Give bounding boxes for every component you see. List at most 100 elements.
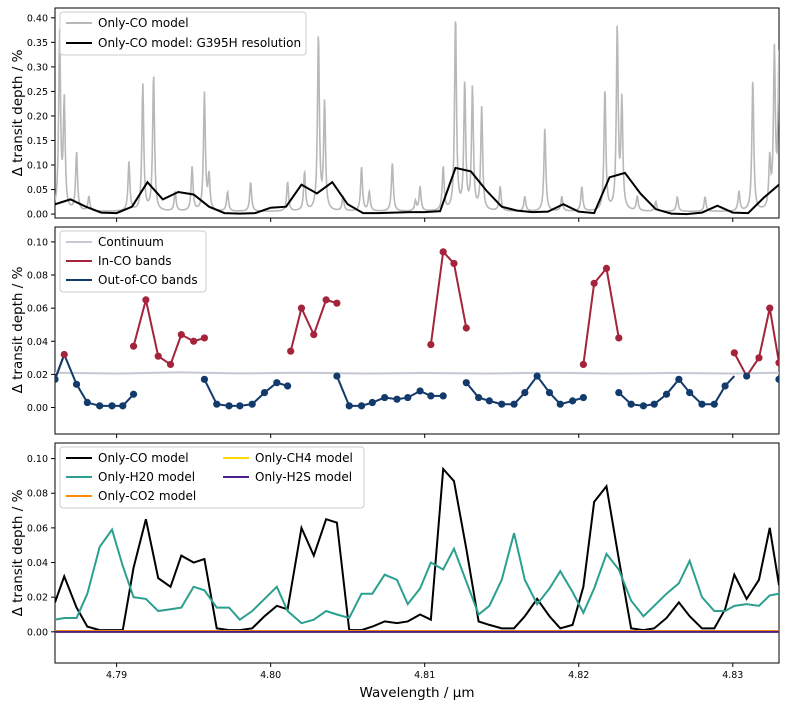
point-in-co-bands bbox=[766, 304, 774, 312]
point-out-of-co-bands bbox=[345, 402, 353, 410]
point-out-of-co-bands bbox=[462, 379, 470, 387]
panel-top-only-co: 0.00 0.05 0.10 0.15 0.20 0.25 0.30 0.35 0.40 Δ t… bbox=[10, 7, 780, 222]
panel-bottom-frame bbox=[54, 442, 780, 664]
point-in-co-bands bbox=[177, 331, 185, 339]
point-in-co-bands bbox=[287, 347, 295, 355]
point-out-of-co-bands bbox=[675, 375, 683, 383]
ytick-label: 0.08 bbox=[27, 271, 48, 282]
point-out-of-co-bands bbox=[698, 400, 706, 408]
point-out-of-co-bands bbox=[284, 382, 292, 390]
ytick-label: 0.35 bbox=[27, 38, 48, 49]
legend-label-out-co: Out-of-CO bands bbox=[98, 273, 198, 287]
legend-label-continuum: Continuum bbox=[98, 235, 164, 249]
point-out-of-co-bands bbox=[533, 372, 541, 380]
xtick-label: 4.80 bbox=[260, 670, 281, 681]
point-out-of-co-bands bbox=[686, 389, 694, 397]
point-out-of-co-bands bbox=[213, 400, 221, 408]
point-out-of-co-bands bbox=[393, 395, 401, 403]
point-out-of-co-bands bbox=[710, 400, 718, 408]
point-out-of-co-bands bbox=[55, 375, 59, 383]
series-line-continuum bbox=[55, 371, 779, 375]
panel-top-frame bbox=[54, 7, 780, 219]
panel-middle-bands: 0.00 0.02 0.04 0.06 0.08 0.10 Δ transit depth… bbox=[10, 226, 780, 438]
ytick-label: 0.00 bbox=[27, 627, 48, 638]
legend-label-only-h2s: Only-H2S model bbox=[255, 470, 352, 484]
legend-label-only-co-g395h: Only-CO model: G395H resolution bbox=[98, 36, 301, 50]
point-out-of-co-bands bbox=[521, 389, 529, 397]
series-line-in-co-bands-segment bbox=[132, 299, 205, 366]
point-out-of-co-bands bbox=[775, 375, 779, 383]
ytick-label: 0.00 bbox=[27, 403, 48, 414]
legend-label-only-ch4: Only-CH4 model bbox=[255, 451, 353, 465]
point-in-co-bands bbox=[462, 324, 470, 332]
panel-top-legend-box bbox=[59, 11, 307, 56]
panel-middle-frame bbox=[54, 226, 780, 435]
point-in-co-bands bbox=[297, 304, 306, 312]
point-out-of-co-bands bbox=[579, 393, 587, 402]
point-out-of-co-bands bbox=[475, 393, 483, 402]
ytick-label: 0.04 bbox=[27, 558, 48, 569]
point-in-co-bands bbox=[755, 354, 763, 362]
legend-label-only-h2o: Only-H20 model bbox=[98, 470, 195, 484]
panel-bottom-ylabel: Δ transit depth / % bbox=[10, 489, 26, 616]
point-in-co-bands bbox=[322, 296, 330, 304]
point-out-of-co-bands bbox=[333, 372, 341, 380]
point-in-co-bands bbox=[439, 248, 447, 256]
point-in-co-bands bbox=[615, 334, 623, 342]
ytick-label: 0.10 bbox=[27, 454, 48, 465]
point-in-co-bands bbox=[730, 349, 738, 357]
ytick-label: 0.10 bbox=[27, 237, 48, 248]
point-in-co-bands bbox=[427, 340, 435, 349]
panel-bottom-xticks: 4.79 4.80 4.81 4.82 4.83 bbox=[106, 670, 743, 681]
point-in-co-bands bbox=[200, 334, 209, 342]
point-out-of-co-bands bbox=[273, 379, 281, 387]
point-in-co-bands bbox=[602, 264, 611, 272]
point-out-of-co-bands bbox=[119, 402, 127, 410]
point-out-of-co-bands bbox=[721, 382, 729, 390]
point-in-co-bands bbox=[590, 279, 598, 287]
panel-bottom-molecules: 0.00 0.02 0.04 0.06 0.08 0.10 4.79 4.80 4.81 4.8… bbox=[10, 442, 780, 701]
point-out-of-co-bands bbox=[416, 387, 424, 395]
panel-top-yticks: 0.00 0.05 0.10 0.15 0.20 0.25 0.30 0.35 0.40 bbox=[27, 13, 55, 221]
ytick-label: 0.10 bbox=[27, 161, 48, 172]
point-out-of-co-bands bbox=[650, 400, 658, 408]
ytick-label: 0.05 bbox=[27, 185, 48, 196]
point-in-co-bands bbox=[775, 359, 779, 367]
ytick-label: 0.06 bbox=[27, 304, 48, 315]
point-out-of-co-bands bbox=[427, 392, 435, 400]
series-line-only-h20-model bbox=[55, 527, 779, 625]
panel-top-legend: Only-CO model Only-CO model: G395H resol… bbox=[59, 11, 307, 56]
xtick-label: 4.82 bbox=[568, 670, 589, 681]
point-out-of-co-bands bbox=[662, 390, 671, 398]
panel-bottom-marks bbox=[55, 466, 779, 667]
point-in-co-bands bbox=[166, 360, 175, 369]
xtick-label: 4.81 bbox=[414, 670, 435, 681]
point-in-co-bands bbox=[310, 331, 318, 339]
point-out-of-co-bands bbox=[108, 402, 116, 410]
ytick-label: 0.08 bbox=[27, 489, 48, 500]
point-in-co-bands bbox=[142, 296, 150, 304]
point-out-of-co-bands bbox=[248, 400, 256, 408]
series-line-only-co-model-g395h-resolution bbox=[55, 166, 779, 216]
point-out-of-co-bands bbox=[96, 402, 104, 410]
point-out-of-co-bands bbox=[357, 402, 366, 410]
series-line-in-co-bands-segment bbox=[582, 266, 620, 365]
panel-top-marks bbox=[55, 21, 779, 222]
series-line-in-co-bands-segment bbox=[733, 307, 779, 378]
point-out-of-co-bands bbox=[260, 389, 269, 397]
point-out-of-co-bands bbox=[439, 392, 447, 400]
ytick-label: 0.40 bbox=[27, 13, 48, 24]
ytick-label: 0.06 bbox=[27, 523, 48, 534]
series-line-out-of-co-bands-segment bbox=[55, 351, 135, 407]
panel-middle-legend-box bbox=[59, 230, 207, 293]
point-out-of-co-bands bbox=[72, 380, 81, 388]
panel-middle-yticks: 0.00 0.02 0.04 0.06 0.08 0.10 bbox=[27, 237, 55, 414]
point-out-of-co-bands bbox=[568, 397, 577, 405]
series-line-in-co-bands-segment bbox=[429, 249, 468, 345]
point-out-of-co-bands bbox=[368, 398, 376, 407]
point-out-of-co-bands bbox=[404, 393, 412, 402]
panel-middle-marks bbox=[55, 248, 779, 438]
panel-bottom-legend-box bbox=[59, 446, 365, 509]
point-out-of-co-bands bbox=[236, 402, 244, 410]
point-in-co-bands bbox=[579, 360, 587, 369]
